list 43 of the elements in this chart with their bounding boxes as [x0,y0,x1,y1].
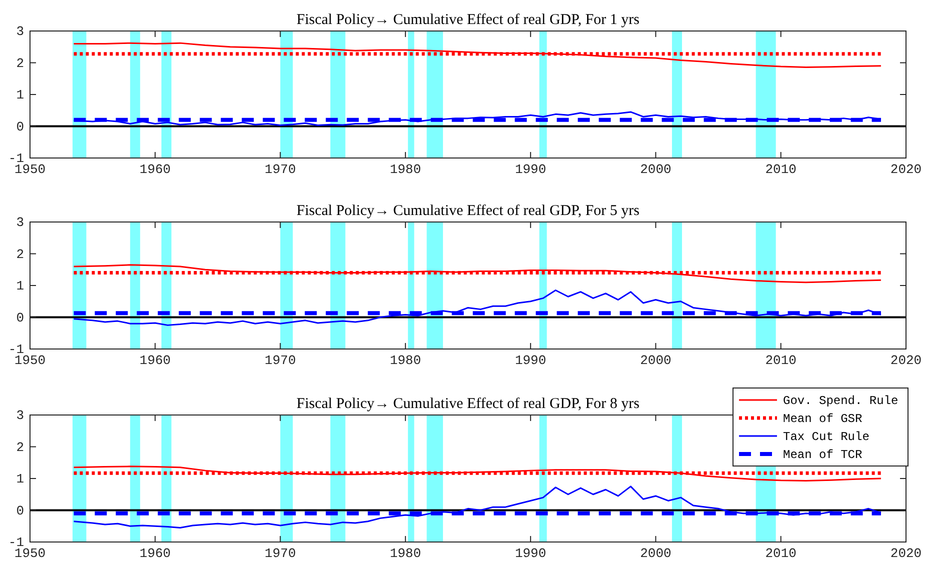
y-tick-label: 2 [16,56,24,71]
line-series [73,466,882,482]
y-tick-label: 1 [16,88,24,102]
y-tick-label: 3 [16,24,24,39]
x-tick-label: 1960 [140,546,171,561]
x-tick-label: 1960 [140,162,171,177]
y-tick-label: 3 [16,215,24,230]
x-tick-label: 1970 [264,353,296,368]
line-series [73,264,882,284]
x-tick-label: 2000 [640,162,672,177]
x-tick-label: 1960 [140,353,171,368]
x-tick-label: 1990 [514,353,546,368]
x-tick-label: 2000 [640,353,672,368]
x-tick-label: 2020 [890,546,922,561]
line-series [73,42,882,68]
x-tick-label: 2010 [765,353,796,368]
y-tick-label: 2 [16,246,24,262]
chart-title: Fiscal Policy→ Cumulative Effect of real GDP, For 1 yrs [296,12,640,28]
chart-title: Fiscal Policy→ Cumulative Effect of real GDP, For 8 yrs [296,396,640,412]
y-tick-label: 0 [16,310,24,326]
x-tick-label: 1980 [390,546,422,561]
y-tick-label: 2 [16,440,24,455]
x-tick-label: 2010 [765,546,796,561]
x-tick-label: 1970 [264,546,296,561]
x-tick-label: 1990 [514,162,546,177]
legend-label: Mean of GSR [783,412,862,426]
legend-label: Mean of TCR [783,448,862,462]
x-tick-label: 2020 [890,353,922,368]
legend-label: Gov. Spend. Rule [783,394,898,408]
y-tick-label: 3 [16,408,24,423]
y-tick-label: 1 [16,278,24,294]
x-tick-label: 1970 [264,162,296,177]
y-tick-label: 0 [16,119,24,134]
y-tick-label: 0 [16,503,24,518]
x-tick-label: 2020 [890,162,922,177]
legend-label: Tax Cut Rule [783,430,870,444]
y-tick-label: 1 [16,472,24,486]
chart-title: Fiscal Policy→ Cumulative Effect of real GDP, For 5 yrs [296,203,640,219]
x-tick-label: 2000 [640,546,672,561]
x-tick-label: 2010 [765,162,796,177]
x-tick-label: 1980 [390,162,422,177]
x-tick-label: 1980 [390,353,422,368]
x-tick-label: 1990 [514,546,546,561]
